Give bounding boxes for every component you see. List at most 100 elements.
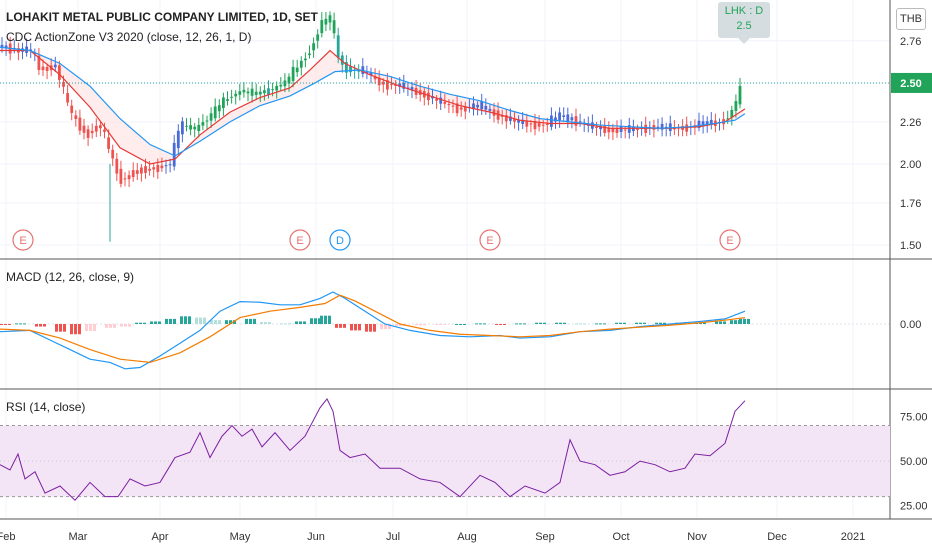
candle-body (701, 121, 705, 127)
candle-body (304, 58, 307, 61)
candle-body (197, 124, 201, 132)
candle-body (41, 66, 45, 71)
candle-body (447, 104, 451, 106)
candle-body (656, 126, 660, 128)
macd-histogram-bar (233, 320, 236, 324)
candle-body (263, 90, 266, 94)
macd-histogram-bar (105, 324, 108, 328)
price-axis-tick-2: 2.26 (900, 117, 921, 129)
candle-body (258, 91, 262, 95)
candle-body (369, 72, 373, 76)
candle-body (189, 125, 192, 130)
candle-body (332, 20, 336, 34)
candle-body (455, 103, 459, 114)
candle-body (94, 125, 98, 132)
macd-histogram-bar (299, 321, 302, 324)
candle-body (213, 106, 217, 119)
candle-body (287, 76, 291, 84)
indicator-label[interactable]: CDC ActionZone V3 2020 (close, 12, 26, 1… (6, 30, 252, 44)
candle-body (140, 167, 143, 174)
candle-body (595, 126, 598, 128)
candle-body (451, 105, 455, 107)
macd-histogram-bar (519, 323, 522, 325)
time-axis-tick-8: Oct (612, 531, 629, 543)
candle-body (496, 110, 500, 120)
macd-histogram-bar (264, 322, 267, 324)
candle-body (730, 109, 734, 118)
candle-body (226, 99, 229, 101)
candle-body (738, 85, 742, 105)
macd-histogram-bar (328, 315, 331, 324)
candle-body (82, 125, 86, 133)
macd-histogram-bar (739, 318, 742, 324)
macd-histogram-bar (245, 318, 248, 324)
macd-histogram-bar (93, 324, 96, 332)
macd-histogram-bar (373, 324, 376, 332)
candle-body (607, 127, 611, 133)
macd-histogram-bar (395, 324, 398, 326)
candle-body (316, 34, 320, 41)
event-marker-label-2: D (336, 235, 344, 247)
chart-title: LOHAKIT METAL PUBLIC COMPANY LIMITED, 1D… (6, 10, 318, 24)
macd-histogram-bar (619, 322, 622, 324)
macd-histogram-bar (139, 322, 142, 324)
time-axis-tick-5: Jul (386, 531, 400, 543)
macd-histogram-bar (158, 321, 161, 324)
macd-histogram-bar (314, 318, 317, 324)
candle-body (611, 128, 615, 133)
macd-histogram-bar (150, 321, 153, 324)
candle-body (275, 85, 279, 91)
event-marker-4 (719, 229, 741, 251)
last-price-badge (891, 72, 932, 93)
candle-body (390, 84, 393, 86)
candle-body (336, 35, 340, 58)
candle-body (156, 164, 160, 172)
macd-histogram-bar (113, 324, 116, 328)
candle-body (58, 65, 61, 80)
candle-body (578, 121, 582, 123)
macd-histogram-bar (543, 322, 546, 324)
macd-histogram-bar (310, 318, 313, 324)
candle-body (234, 93, 238, 97)
macd-histogram-bar (253, 318, 256, 324)
macd-histogram-bar (599, 323, 602, 325)
macd-histogram-bar (699, 322, 702, 324)
macd-histogram-bar (339, 324, 342, 328)
candle-body (86, 129, 90, 138)
rsi-label[interactable]: RSI (14, close) (6, 400, 86, 414)
time-axis-tick-11: 2021 (841, 531, 865, 543)
macd-histogram-bar (320, 315, 323, 324)
candle-body (529, 123, 533, 125)
macd-histogram-bar (284, 323, 287, 325)
time-axis-tick-7: Sep (535, 531, 555, 543)
candle-body (660, 123, 664, 130)
event-marker-label-4: E (726, 235, 733, 247)
macd-histogram-bar (365, 324, 368, 332)
candle-body (627, 125, 631, 133)
macd-histogram-bar (399, 324, 402, 326)
candle-body (705, 121, 709, 126)
macd-label[interactable]: MACD (12, 26, close, 9) (6, 270, 135, 284)
candle-body (308, 53, 311, 56)
candle-body (615, 128, 619, 133)
candle-body (164, 165, 168, 167)
candle-body (570, 117, 574, 121)
candle-body (550, 115, 553, 127)
macd-histogram-bar (443, 324, 446, 325)
macd-histogram-bar (350, 324, 353, 331)
macd-histogram-bar (539, 322, 542, 324)
macd-line (0, 291, 746, 370)
price-axis-tick-0: 2.76 (900, 36, 921, 48)
currency-label[interactable]: THB (896, 8, 926, 30)
macd-histogram-bar (623, 322, 626, 324)
candle-body (521, 119, 525, 124)
candle-body (533, 121, 537, 130)
candle-body (205, 120, 209, 122)
signal-line (0, 294, 746, 364)
candle-body (636, 129, 639, 131)
candle-body (127, 175, 131, 180)
macd-histogram-bar (225, 320, 228, 324)
rsi-axis-tick-0: 75.00 (900, 412, 928, 424)
candle-body (217, 105, 221, 112)
